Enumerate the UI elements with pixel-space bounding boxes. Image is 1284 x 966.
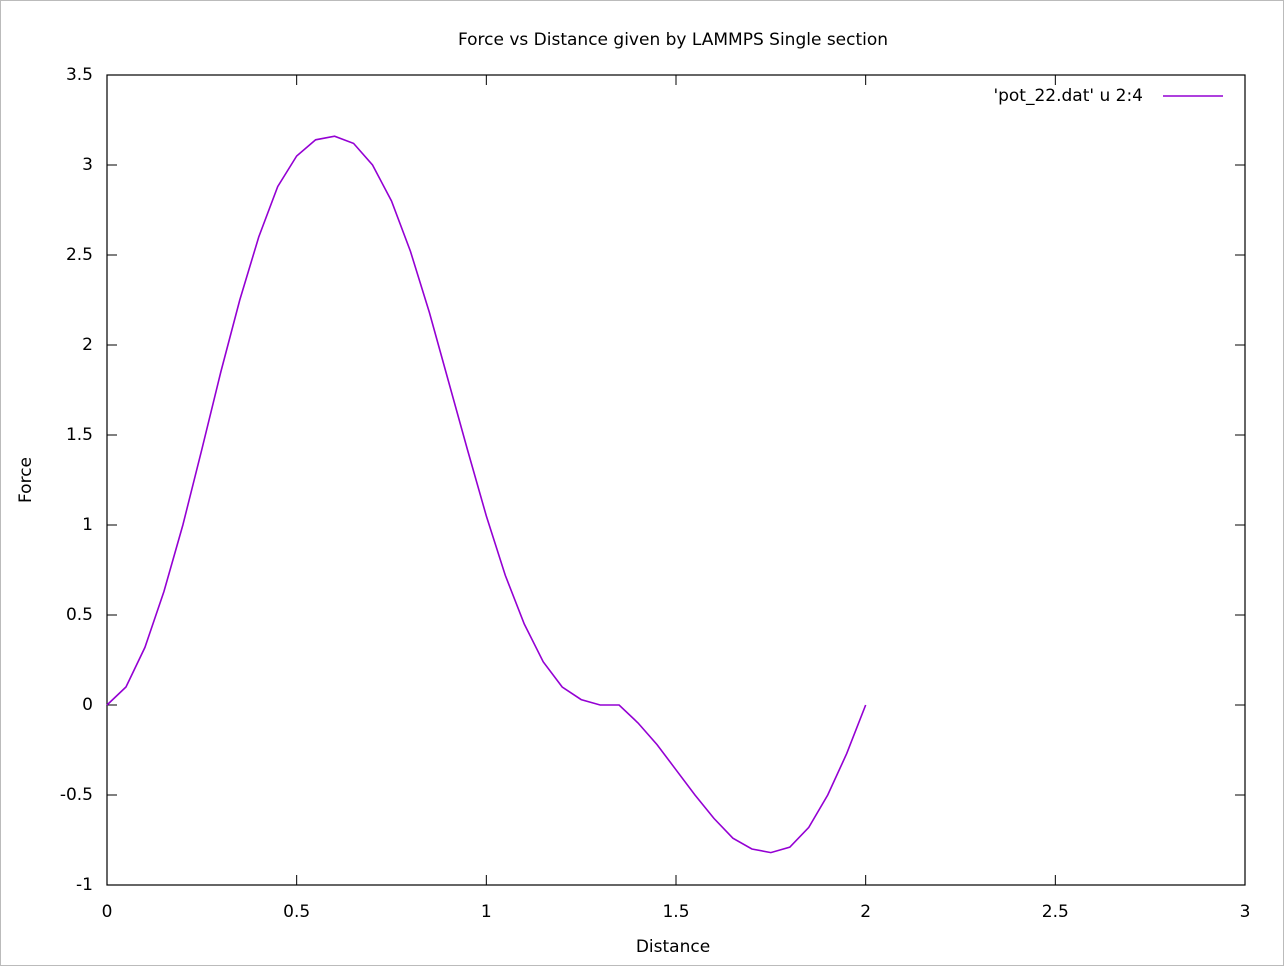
y-axis-label: Force	[16, 457, 36, 503]
y-tick-label: 0	[82, 695, 93, 715]
x-tick-label: 2	[860, 902, 871, 922]
chart-title: Force vs Distance given by LAMMPS Single…	[458, 30, 888, 50]
x-tick-label: 3	[1240, 902, 1251, 922]
y-tick-label: 3	[82, 155, 93, 175]
x-tick-label: 2.5	[1042, 902, 1069, 922]
y-tick-label: -1	[76, 875, 93, 895]
x-tick-label: 1.5	[662, 902, 689, 922]
y-tick-label: 3.5	[66, 65, 93, 85]
y-tick-label: 2.5	[66, 245, 93, 265]
y-tick-label: -0.5	[60, 785, 93, 805]
x-tick-label: 1	[481, 902, 492, 922]
data-line	[106, 135, 867, 854]
x-tick-label: 0	[102, 902, 113, 922]
y-tick-label: 2	[82, 335, 93, 355]
y-tick-label: 1	[82, 515, 93, 535]
y-tick-label: 0.5	[66, 605, 93, 625]
legend-label: 'pot_22.dat' u 2:4	[993, 86, 1143, 106]
x-tick-label: 0.5	[283, 902, 310, 922]
y-tick-label: 1.5	[66, 425, 93, 445]
x-axis-label: Distance	[636, 937, 710, 957]
